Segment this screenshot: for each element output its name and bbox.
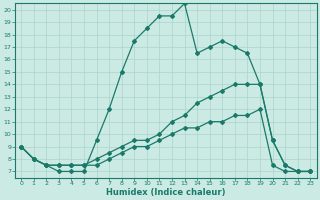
- X-axis label: Humidex (Indice chaleur): Humidex (Indice chaleur): [106, 188, 225, 197]
